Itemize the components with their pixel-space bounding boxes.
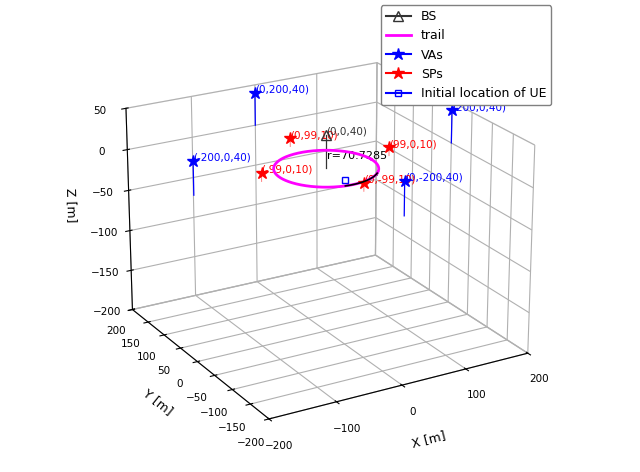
Y-axis label: Y [m]: Y [m]	[141, 387, 175, 418]
Legend: BS, trail, VAs, SPs, Initial location of UE: BS, trail, VAs, SPs, Initial location of…	[381, 5, 552, 105]
X-axis label: X [m]: X [m]	[410, 429, 447, 450]
